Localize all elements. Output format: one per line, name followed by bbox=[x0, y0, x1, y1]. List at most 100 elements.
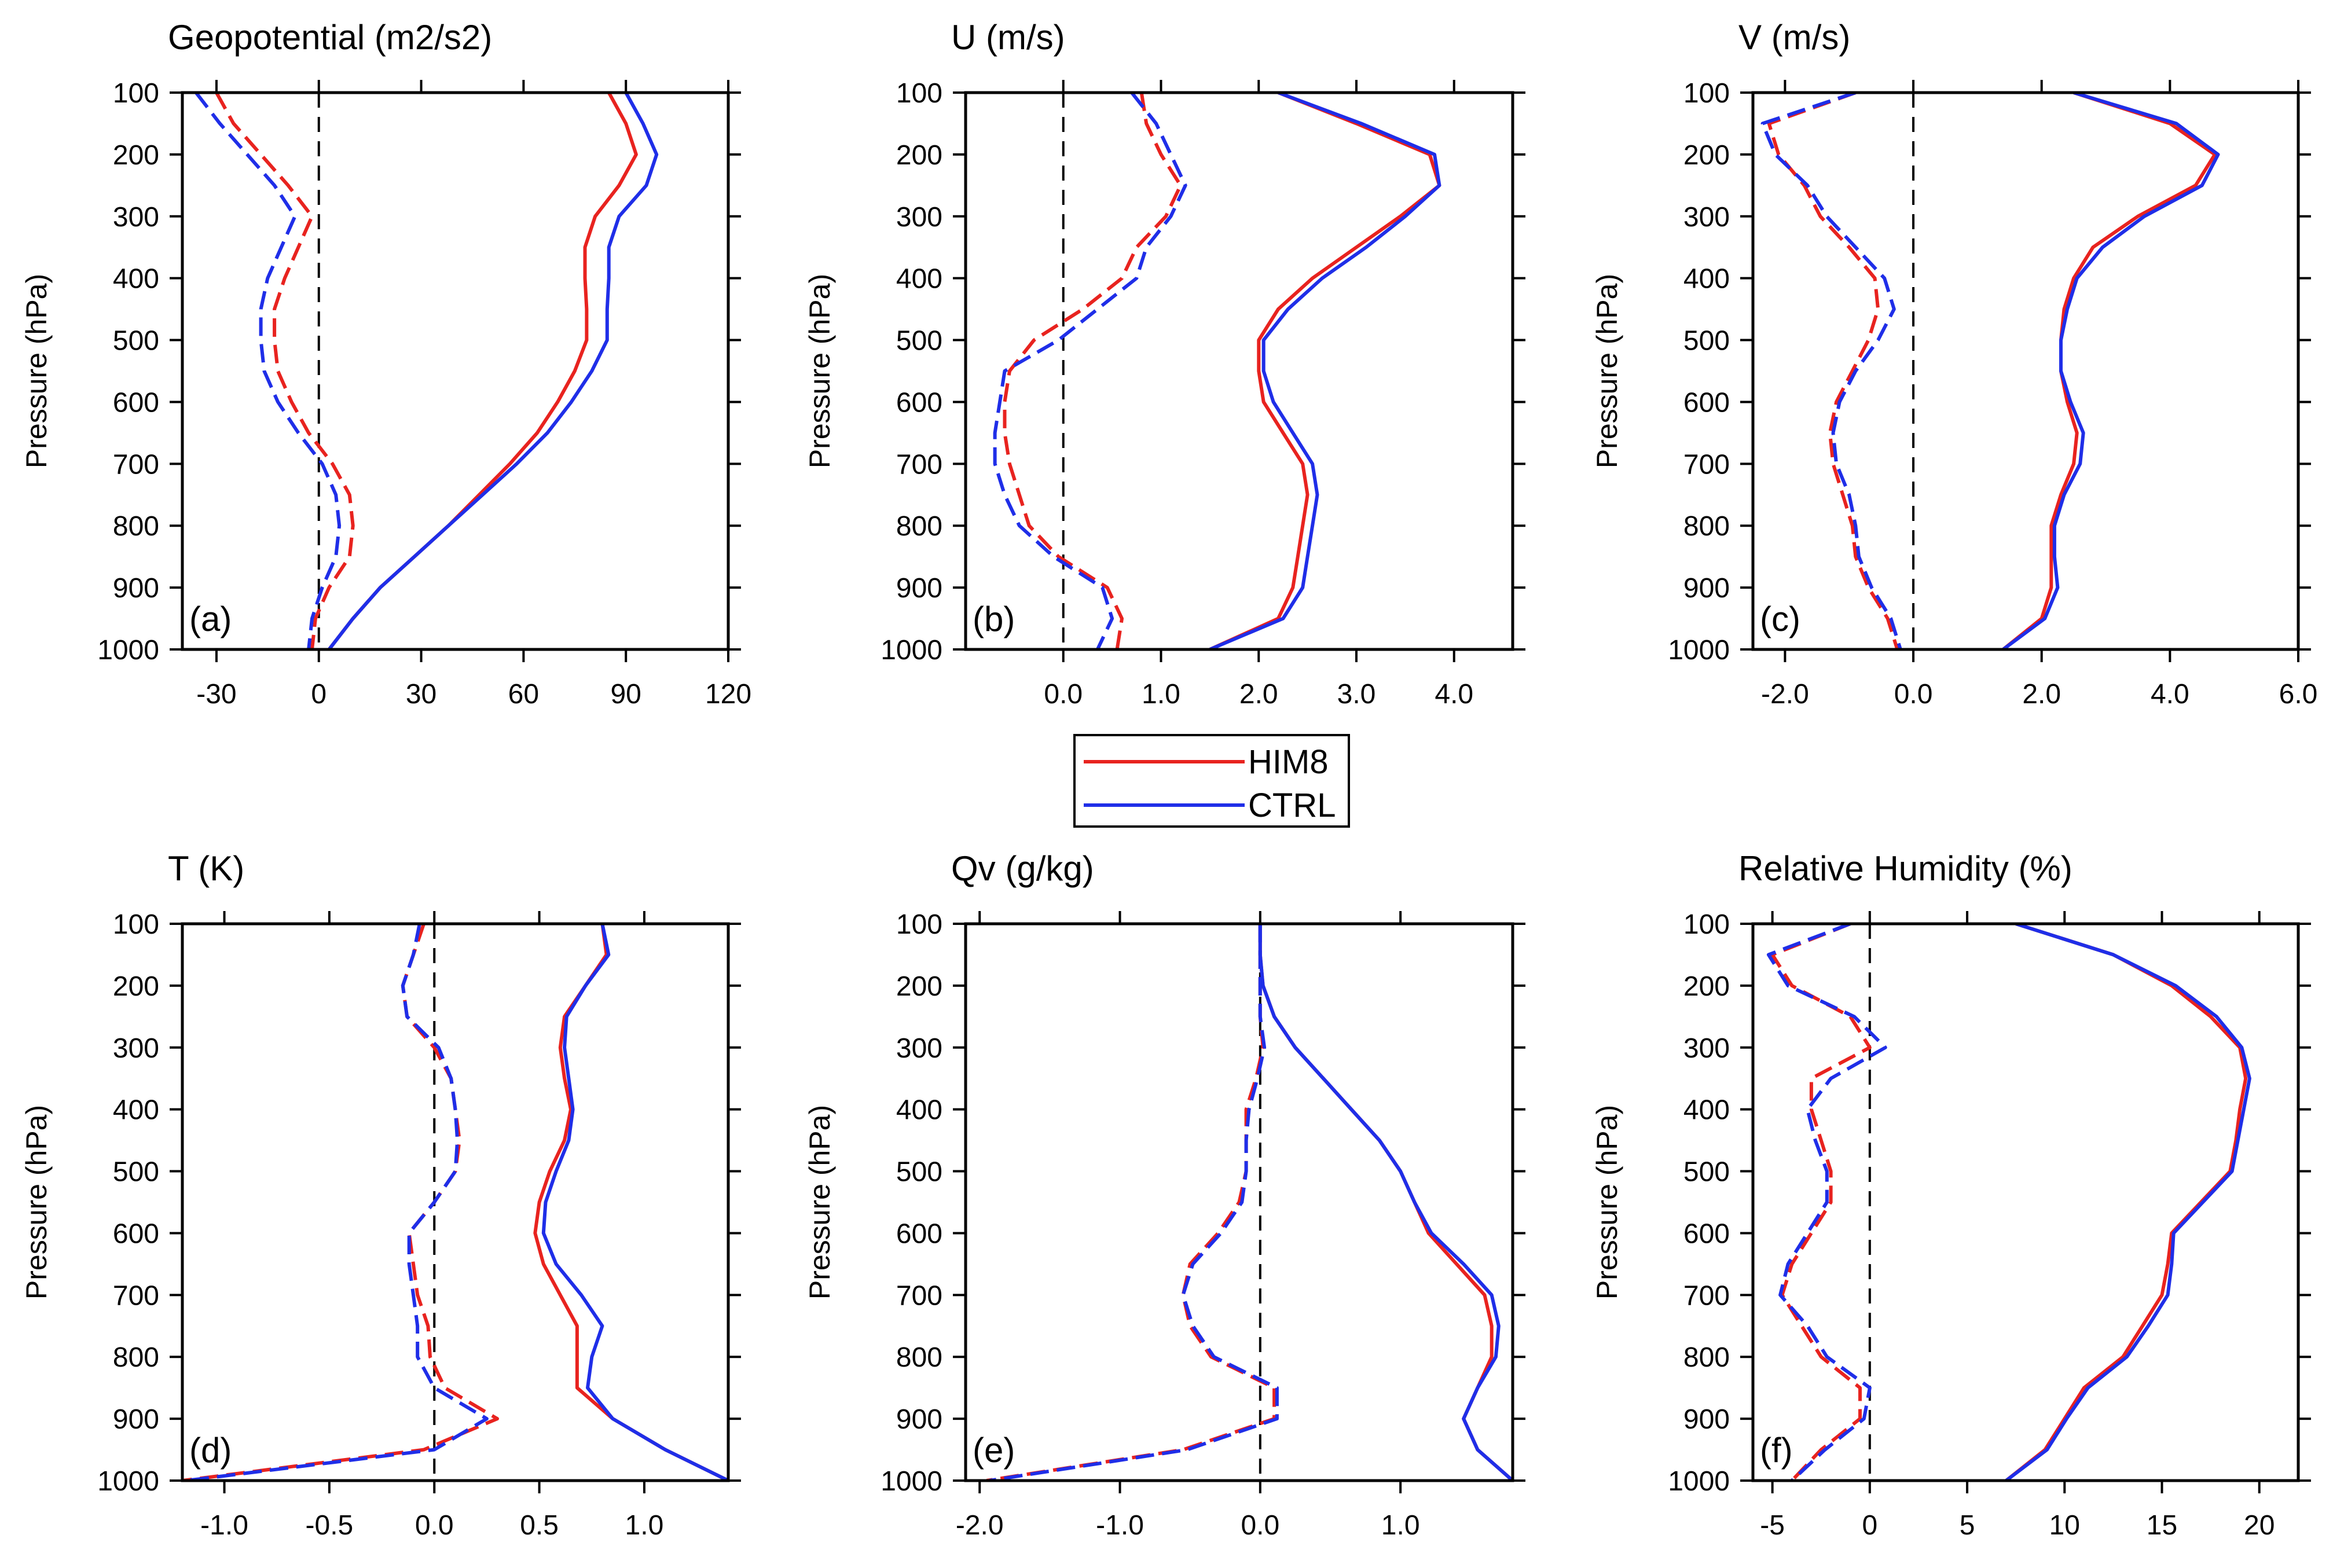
plot-frame bbox=[181, 922, 730, 1482]
y-tick-label: 500 bbox=[113, 326, 159, 357]
series-line-him8-solid bbox=[2002, 93, 2217, 649]
y-axis-label: Pressure (hPa) bbox=[1591, 1105, 1623, 1299]
y-tick-label: 300 bbox=[1683, 202, 1730, 233]
series-line-him8-solid bbox=[1209, 93, 1441, 649]
y-axis-label: Pressure (hPa) bbox=[20, 1105, 53, 1299]
x-tick-label: -2.0 bbox=[956, 1510, 1004, 1541]
chart-title: Geopotential (m2/s2) bbox=[168, 18, 492, 57]
y-tick-label: 200 bbox=[113, 140, 159, 171]
y-tick-label: 800 bbox=[1683, 1342, 1730, 1373]
y-tick-label: 600 bbox=[1683, 387, 1730, 418]
x-tick-label: 30 bbox=[406, 679, 436, 710]
series-line-him8-dashed bbox=[986, 924, 1276, 1481]
series-line-ctrl-solid bbox=[1258, 924, 1513, 1481]
y-tick-label: 700 bbox=[113, 1280, 159, 1311]
y-tick-label: 200 bbox=[113, 971, 159, 1002]
y-tick-label: 800 bbox=[1683, 511, 1730, 542]
x-tick-label: 2.0 bbox=[1239, 679, 1278, 710]
y-tick-label: 900 bbox=[896, 573, 942, 604]
series-line-ctrl-solid bbox=[328, 93, 659, 649]
x-tick-label: 60 bbox=[508, 679, 539, 710]
series-line-him8-solid bbox=[533, 924, 728, 1481]
x-tick-label: 0 bbox=[1862, 1510, 1878, 1541]
y-tick-label: 600 bbox=[113, 387, 159, 418]
x-tick-label: -2.0 bbox=[1761, 679, 1809, 710]
panel-label: (c) bbox=[1760, 600, 1800, 638]
y-tick-label: 300 bbox=[113, 202, 159, 233]
y-tick-label: 300 bbox=[896, 1033, 942, 1064]
panel-label: (d) bbox=[189, 1431, 232, 1470]
x-tick-label: 5 bbox=[1960, 1510, 1975, 1541]
plot-frame bbox=[1751, 922, 2300, 1482]
y-tick-label: 500 bbox=[1683, 326, 1730, 357]
y-tick-label: 200 bbox=[896, 971, 942, 1002]
y-tick-label: 1000 bbox=[97, 1466, 159, 1497]
series-line-him8-dashed bbox=[1003, 93, 1183, 649]
chart-panel-5: Qv (g/kg) Pressure (hPa) 100 200 300 400 500 60… bbox=[804, 849, 1525, 1541]
y-tick-label: 1000 bbox=[881, 635, 942, 666]
y-tick-label: 400 bbox=[113, 1095, 159, 1126]
plot-frame bbox=[964, 91, 1514, 651]
y-tick-label: 700 bbox=[896, 1280, 942, 1311]
x-tick-label: 90 bbox=[610, 679, 641, 710]
y-tick-label: 600 bbox=[896, 1218, 942, 1249]
y-tick-label: 400 bbox=[896, 264, 942, 295]
y-tick-label: 900 bbox=[896, 1404, 942, 1435]
series-line-ctrl-dashed bbox=[1760, 93, 1902, 649]
series-line-ctrl-solid bbox=[541, 924, 728, 1481]
panel-label: (e) bbox=[973, 1431, 1015, 1470]
chart-title: U (m/s) bbox=[951, 18, 1065, 57]
y-tick-label: 400 bbox=[113, 264, 159, 295]
series-line-him8-dashed bbox=[1770, 924, 1872, 1481]
panel-label: (a) bbox=[189, 600, 232, 638]
x-tick-label: 0.0 bbox=[1044, 679, 1083, 710]
x-tick-label: 0 bbox=[311, 679, 327, 710]
chart-panel-3: V (m/s) Pressure (hPa) 100 200 300 400 500 600 7… bbox=[1591, 18, 2317, 710]
x-tick-label: 1.0 bbox=[625, 1510, 664, 1541]
legend-label-ctrl: CTRL bbox=[1248, 787, 1336, 824]
y-tick-label: 1000 bbox=[881, 1466, 942, 1497]
y-tick-label: 200 bbox=[1683, 971, 1730, 1002]
chart-title: Qv (g/kg) bbox=[951, 849, 1094, 888]
series-line-ctrl-dashed bbox=[989, 924, 1279, 1481]
y-tick-label: 400 bbox=[896, 1095, 942, 1126]
x-tick-label: 4.0 bbox=[2151, 679, 2189, 710]
y-tick-label: 900 bbox=[1683, 1404, 1730, 1435]
y-tick-label: 800 bbox=[896, 511, 942, 542]
x-tick-label: 2.0 bbox=[2022, 679, 2061, 710]
y-tick-label: 700 bbox=[1683, 1280, 1730, 1311]
series-line-ctrl-solid bbox=[2002, 93, 2220, 649]
x-tick-label: 0.0 bbox=[1894, 679, 1933, 710]
series-line-ctrl-solid bbox=[1209, 93, 1441, 649]
y-tick-label: 800 bbox=[113, 511, 159, 542]
panel-label: (b) bbox=[973, 600, 1015, 638]
y-tick-label: 100 bbox=[1683, 909, 1730, 940]
y-tick-label: 400 bbox=[1683, 264, 1730, 295]
x-tick-label: -0.5 bbox=[306, 1510, 354, 1541]
legend-box bbox=[1073, 734, 1350, 828]
x-tick-label: 10 bbox=[2049, 1510, 2080, 1541]
legend: HIM8 CTRL bbox=[1073, 734, 1350, 828]
y-tick-label: 100 bbox=[1683, 78, 1730, 109]
y-tick-label: 600 bbox=[113, 1218, 159, 1249]
y-tick-label: 800 bbox=[113, 1342, 159, 1373]
chart-title: Relative Humidity (%) bbox=[1738, 849, 2072, 888]
x-tick-label: 0.5 bbox=[520, 1510, 559, 1541]
x-tick-label: 4.0 bbox=[1435, 679, 1473, 710]
y-tick-label: 700 bbox=[113, 449, 159, 480]
y-tick-label: 900 bbox=[113, 1404, 159, 1435]
y-tick-label: 1000 bbox=[1668, 1466, 1730, 1497]
y-tick-label: 100 bbox=[113, 909, 159, 940]
x-tick-label: 0.0 bbox=[1241, 1510, 1279, 1541]
x-tick-label: 6.0 bbox=[2279, 679, 2318, 710]
y-tick-label: 100 bbox=[113, 78, 159, 109]
series-line-ctrl-dashed bbox=[195, 93, 342, 649]
y-axis-label: Pressure (hPa) bbox=[804, 274, 836, 468]
panel-label: (f) bbox=[1760, 1431, 1793, 1470]
x-tick-label: 3.0 bbox=[1337, 679, 1376, 710]
y-tick-label: 300 bbox=[896, 202, 942, 233]
y-tick-label: 300 bbox=[113, 1033, 159, 1064]
chart-title: V (m/s) bbox=[1738, 18, 1850, 57]
legend-label-him8: HIM8 bbox=[1248, 743, 1329, 781]
